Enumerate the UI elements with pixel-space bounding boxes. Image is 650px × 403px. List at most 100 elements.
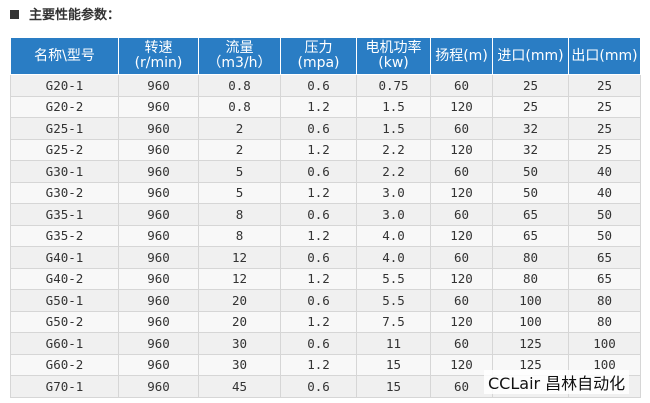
cell: 65 [568,267,641,290]
cell: 5.5 [356,289,431,312]
header-cell: 名称\型号 [10,37,119,75]
cell: 960 [118,160,199,183]
table-row: G20-1 960 0.8 0.6 0.75 60 25 25 [10,74,641,97]
cell: 30 [198,332,281,355]
cell: 3.0 [356,203,431,226]
cell: 12 [198,246,281,269]
cell: 20 [198,289,281,312]
table-row: G35-1 960 8 0.6 3.0 60 65 50 [10,203,641,226]
cell: G40-1 [10,246,119,269]
cell: 5 [198,160,281,183]
heading-text: 主要性能参数： [29,8,121,23]
cell: 60 [430,117,493,140]
cell: 20 [198,310,281,333]
cell: 100 [492,289,569,312]
cell: 120 [430,267,493,290]
cell: 25 [568,117,641,140]
cell: G20-2 [10,95,119,118]
cell: 1.2 [280,181,357,204]
table-row: G30-2 960 5 1.2 3.0 120 50 40 [10,181,641,204]
cell: 0.75 [356,74,431,97]
cell: 12 [198,267,281,290]
cell: 60 [430,246,493,269]
header-cell: 进口(mm) [492,37,569,75]
header-line: (mpa) [297,55,340,71]
cell: 80 [568,310,641,333]
table-row: G20-2 960 0.8 1.2 1.5 120 25 25 [10,95,641,118]
cell: 0.6 [280,246,357,269]
cell: G35-2 [10,224,119,247]
cell: 45 [198,375,281,398]
cell: 960 [118,74,199,97]
header-cell: 扬程(m) [430,37,493,75]
cell: 65 [492,224,569,247]
cell: 15 [356,353,431,376]
spec-table: 名称\型号 转速 (r/min) 流量（m3/h） 压力 (mpa) 电机功率 (kw) 扬程(… [10,37,641,398]
cell: 2.2 [356,138,431,161]
header-cell: 电机功率 (kw) [356,37,431,75]
cell: 120 [430,181,493,204]
header-line: 转速 [144,40,173,56]
cell: 50 [568,203,641,226]
cell: G25-1 [10,117,119,140]
header-line: 电机功率 [365,40,422,56]
cell: 0.6 [280,74,357,97]
cell: 120 [430,353,493,376]
cell: 0.8 [198,74,281,97]
header-cell: 出口(mm) [568,37,641,75]
cell: 960 [118,353,199,376]
cell: 960 [118,267,199,290]
cell: G70-1 [10,375,119,398]
cell: 960 [118,332,199,355]
cell: 32 [492,117,569,140]
header-cell: 压力 (mpa) [280,37,357,75]
cell: 2.2 [356,160,431,183]
cell: 960 [118,95,199,118]
cell: 50 [492,160,569,183]
cell: G50-1 [10,289,119,312]
cell: 0.6 [280,375,357,398]
cell: G35-1 [10,203,119,226]
cell: 50 [492,181,569,204]
cell: 1.2 [280,267,357,290]
cell: 125 [492,332,569,355]
cell: 25 [568,95,641,118]
cell: 80 [492,267,569,290]
cell: 4.0 [356,246,431,269]
cell: 0.6 [280,203,357,226]
header-cell: 转速 (r/min) [118,37,199,75]
cell: G40-2 [10,267,119,290]
cell: 960 [118,138,199,161]
cell: 1.2 [280,353,357,376]
cell: 25 [492,95,569,118]
cell: 960 [118,117,199,140]
bullet [10,10,19,19]
cell: 0.6 [280,117,357,140]
table-row: G60-1 960 30 0.6 11 60 125 100 [10,332,641,355]
cell: 40 [568,181,641,204]
cell: 120 [430,224,493,247]
cell: 100 [568,332,641,355]
cell: 8 [198,224,281,247]
table-row: G40-2 960 12 1.2 5.5 120 80 65 [10,267,641,290]
table-row: G25-1 960 2 0.6 1.5 60 32 25 [10,117,641,140]
cell: 30 [198,353,281,376]
cell: 0.6 [280,289,357,312]
cell: 5 [198,181,281,204]
cell: 1.2 [280,224,357,247]
cell: 50 [568,224,641,247]
cell: 120 [430,95,493,118]
table-row: G35-2 960 8 1.2 4.0 120 65 50 [10,224,641,247]
table-row: G50-1 960 20 0.6 5.5 60 100 80 [10,289,641,312]
cell: 25 [568,138,641,161]
table-body: G20-1 960 0.8 0.6 0.75 60 25 25 G20-2 960 0.8 1.2 1.… [10,74,641,398]
header-line: 压力 [304,40,333,56]
cell: 7.5 [356,310,431,333]
cell: G60-1 [10,332,119,355]
cell: 0.6 [280,332,357,355]
cell: 5.5 [356,267,431,290]
cell: 40 [568,160,641,183]
cell: G30-1 [10,160,119,183]
cell: 80 [492,246,569,269]
